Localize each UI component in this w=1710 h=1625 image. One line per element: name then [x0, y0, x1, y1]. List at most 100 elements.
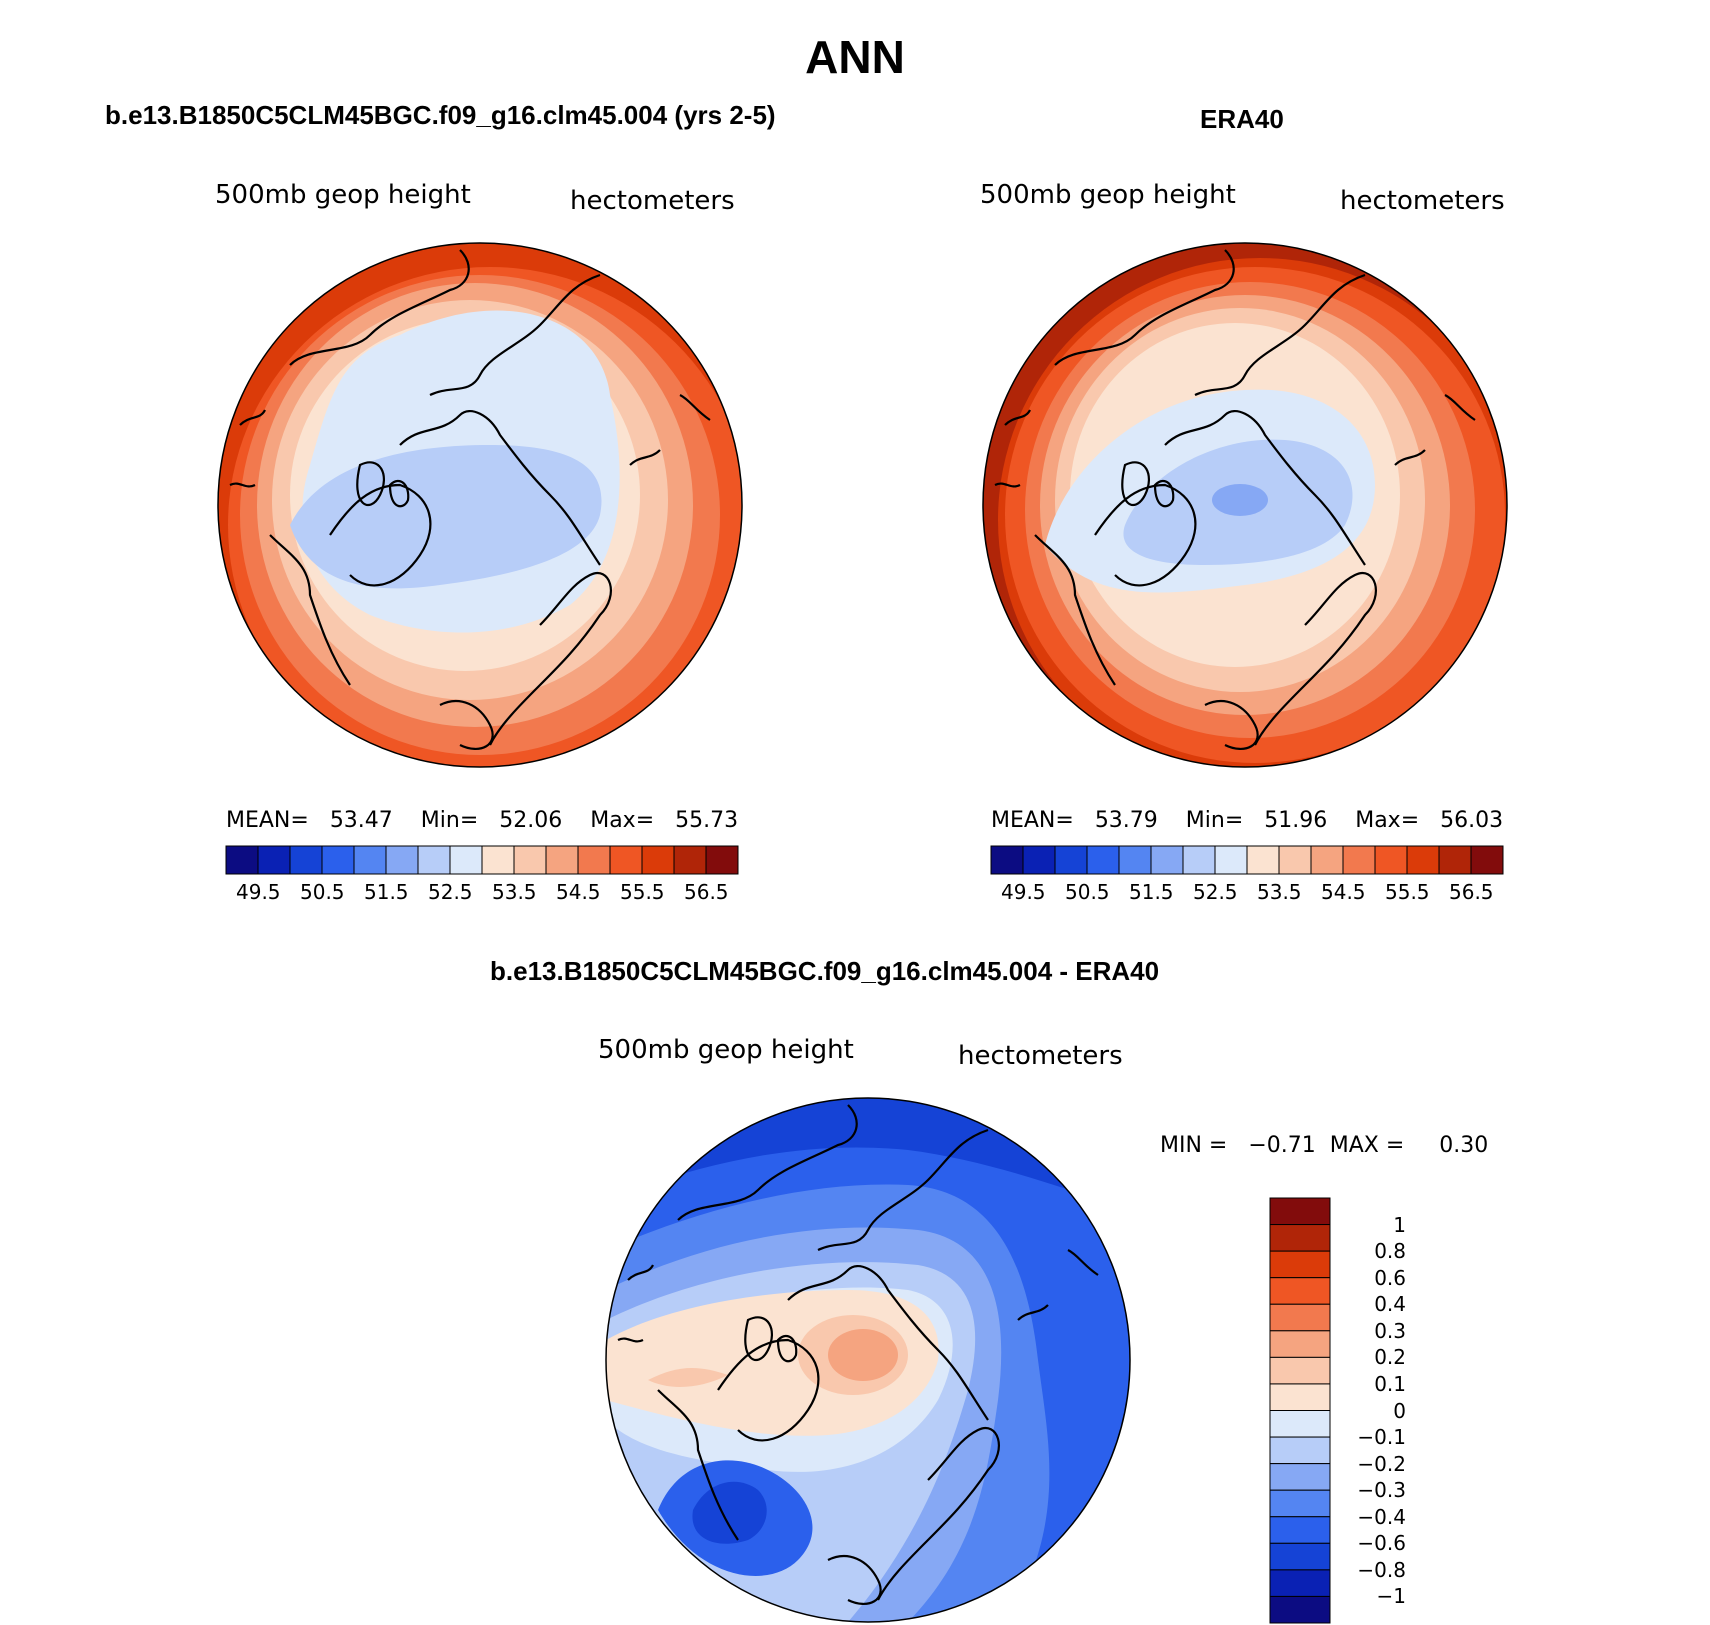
- colorbar-model: [225, 845, 739, 875]
- colorbar-swatch: [1278, 845, 1312, 875]
- colorbar-swatch: [1118, 845, 1152, 875]
- colorbar-swatch: [353, 845, 387, 875]
- polar-map-diff: [605, 1097, 1131, 1623]
- colorbar-tick-label: 55.5: [1385, 880, 1430, 904]
- colorbar-ticks-diff: 1 0.8 0.6 0.4 0.3 0.2 0.1 0 −0.1 −0.2 −0.3 −0.4 −0.6…: [1336, 1198, 1416, 1623]
- colorbar-swatch: [1269, 1463, 1331, 1491]
- colorbar-swatch: [1269, 1277, 1331, 1305]
- contour-fill: [290, 445, 602, 589]
- colorbar-swatch: [1246, 845, 1280, 875]
- stats-min-value: 52.06: [499, 808, 563, 833]
- colorbar-tick-label: 51.5: [1129, 880, 1174, 904]
- colorbar-tick-label: 1: [1393, 1212, 1406, 1237]
- colorbar-swatch: [321, 845, 355, 875]
- field-label-obs: 500mb geop height: [980, 180, 1236, 210]
- stats-min-value: −0.71: [1248, 1133, 1316, 1158]
- colorbar-tick-label: −0.1: [1357, 1425, 1406, 1450]
- colorbar-tick-label: 49.5: [1001, 880, 1046, 904]
- colorbar-swatch: [1269, 1197, 1331, 1226]
- stats-mean-value: 53.79: [1094, 808, 1158, 833]
- colorbar-tick-label: 50.5: [300, 880, 345, 904]
- colorbar-swatch: [225, 845, 259, 875]
- colorbar-swatch: [1269, 1356, 1331, 1385]
- stats-mean-label: MEAN=: [226, 808, 309, 833]
- colorbar-swatch: [1054, 845, 1088, 875]
- colorbar-swatch: [1269, 1595, 1331, 1624]
- colorbar-tick-label: 56.5: [1449, 880, 1494, 904]
- colorbar-tick-label: 51.5: [364, 880, 409, 904]
- colorbar-swatch: [481, 845, 515, 875]
- colorbar-tick-label: 54.5: [1321, 880, 1366, 904]
- colorbar-obs: [990, 845, 1504, 875]
- colorbar-swatch: [1214, 845, 1248, 875]
- units-label-obs: hectometers: [1340, 186, 1505, 216]
- stats-min-value: 51.96: [1264, 808, 1328, 833]
- colorbar-tick-label: 52.5: [428, 880, 473, 904]
- stats-max-label: Max=: [590, 808, 655, 833]
- figure-title: ANN: [805, 31, 905, 83]
- colorbar-swatch: [609, 845, 643, 875]
- colorbar-swatch: [673, 845, 707, 875]
- units-label-diff: hectometers: [958, 1041, 1123, 1071]
- colorbar-swatch: [545, 845, 579, 875]
- colorbar-swatch: [1086, 845, 1120, 875]
- stats-min-label: Min=: [1185, 808, 1244, 833]
- colorbar-swatch: [1269, 1330, 1331, 1358]
- colorbar-diff: [1269, 1197, 1331, 1624]
- colorbar-tick-label: 52.5: [1193, 880, 1238, 904]
- colorbar-swatch: [641, 845, 675, 875]
- colorbar-swatch: [1022, 845, 1056, 875]
- colorbar-tick-label: 0: [1393, 1398, 1406, 1423]
- colorbar-swatch: [1269, 1516, 1331, 1544]
- colorbar-tick-label: −1: [1376, 1584, 1406, 1609]
- colorbar-tick-label: −0.2: [1357, 1451, 1406, 1476]
- colorbar-swatch: [1150, 845, 1184, 875]
- colorbar-swatch: [513, 845, 547, 875]
- field-label-model: 500mb geop height: [215, 180, 471, 210]
- colorbar-swatch: [1269, 1303, 1331, 1332]
- colorbar-tick-label: 50.5: [1065, 880, 1110, 904]
- colorbar-tick-label: 54.5: [556, 880, 601, 904]
- colorbar-tick-label: 0.2: [1374, 1345, 1406, 1370]
- colorbar-tick-label: 53.5: [1257, 880, 1302, 904]
- colorbar-swatch: [1269, 1436, 1331, 1465]
- stats-diff: MIN = −0.71 MAX = 0.30: [1160, 1133, 1488, 1158]
- polar-map-obs: [982, 242, 1508, 768]
- map-border: [982, 242, 1508, 768]
- colorbar-tick-label: 0.1: [1374, 1371, 1406, 1396]
- colorbar-swatch: [1269, 1569, 1331, 1597]
- polar-map-model: [217, 242, 743, 768]
- map-border: [217, 242, 743, 768]
- colorbar-swatch: [990, 845, 1024, 875]
- contour-fill: [828, 1329, 898, 1381]
- colorbar-swatch: [385, 845, 419, 875]
- colorbar-swatch: [1269, 1542, 1331, 1571]
- contour-fill: [648, 1368, 728, 1387]
- colorbar-swatch: [417, 845, 451, 875]
- colorbar-tick-label: −0.3: [1357, 1478, 1406, 1503]
- stats-max-value: 0.30: [1439, 1133, 1489, 1158]
- colorbar-swatch: [257, 845, 291, 875]
- units-label-model: hectometers: [570, 186, 735, 216]
- colorbar-swatch: [1342, 845, 1376, 875]
- contour-fill: [692, 1481, 767, 1544]
- colorbar-tick-label: 55.5: [620, 880, 665, 904]
- colorbar-tick-label: −0.6: [1357, 1531, 1406, 1556]
- colorbar-swatch: [1470, 845, 1504, 875]
- colorbar-tick-label: 56.5: [684, 880, 729, 904]
- colorbar-swatch: [1406, 845, 1440, 875]
- colorbar-tick-label: −0.8: [1357, 1557, 1406, 1582]
- colorbar-tick-label: 0.3: [1374, 1318, 1406, 1343]
- colorbar-swatch: [1269, 1224, 1331, 1252]
- stats-obs: MEAN= 53.79 Min= 51.96 Max= 56.03: [991, 808, 1503, 833]
- colorbar-ticks-model: 49.5 50.5 51.5 52.5 53.5 54.5 55.5 56.5: [226, 880, 738, 906]
- stats-mean-label: MEAN=: [991, 808, 1074, 833]
- colorbar-tick-label: 53.5: [492, 880, 537, 904]
- colorbar-tick-label: 0.6: [1374, 1265, 1406, 1290]
- colorbar-swatch: [1269, 1410, 1331, 1438]
- contour-fill: [1212, 484, 1268, 516]
- stats-max-value: 56.03: [1440, 808, 1504, 833]
- colorbar-tick-label: 0.4: [1374, 1292, 1406, 1317]
- stats-model: MEAN= 53.47 Min= 52.06 Max= 55.73: [226, 808, 738, 833]
- panel-title-obs: ERA40: [1200, 104, 1284, 134]
